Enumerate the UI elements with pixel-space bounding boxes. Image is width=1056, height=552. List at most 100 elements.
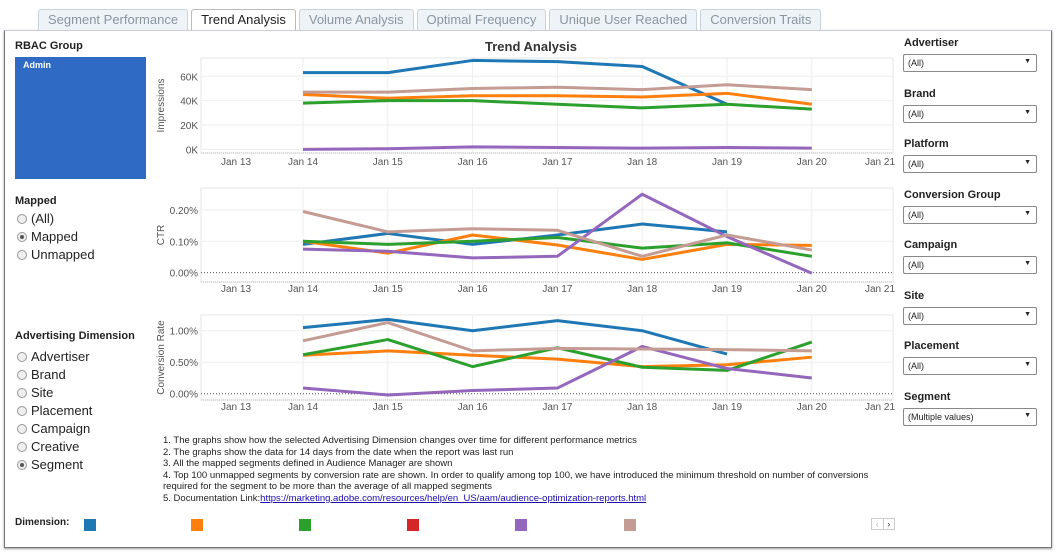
y-tick-label: 0K	[186, 145, 199, 156]
radio-icon[interactable]	[17, 369, 27, 380]
legend-prev-button[interactable]: ‹	[875, 519, 879, 529]
dimension-option[interactable]: Advertiser	[17, 349, 90, 364]
x-tick-label: Jan 18	[627, 402, 657, 413]
legend-pager: ‹ ›	[871, 518, 895, 530]
filter-dropdown[interactable]: (All)	[903, 256, 1037, 274]
x-tick-label: Jan 20	[797, 402, 827, 413]
y-tick-label: 1.00%	[170, 327, 198, 338]
series-line	[302, 349, 812, 369]
series-line	[302, 192, 813, 275]
filter-dropdown[interactable]: (All)	[903, 155, 1037, 173]
series-line	[302, 236, 813, 258]
mapped-option[interactable]: Unmapped	[17, 247, 95, 262]
documentation-link[interactable]: https://marketing.adobe.com/resources/he…	[260, 492, 647, 504]
x-tick-label: Jan 16	[458, 157, 488, 168]
note-3: 3. All the mapped segments defined in Au…	[163, 458, 453, 469]
y-tick-label: 0.50%	[170, 358, 198, 369]
x-tick-label: Jan 19	[712, 157, 742, 168]
filter-dropdown[interactable]: (Multiple values)	[903, 407, 1037, 426]
x-tick-label: Jan 13	[221, 284, 251, 295]
legend-swatch[interactable]	[299, 519, 311, 531]
radio-label: Segment	[31, 457, 84, 472]
y-tick-label: 20K	[180, 121, 198, 132]
tab-optimal-frequency[interactable]: Optimal Frequency	[416, 9, 547, 30]
y-tick-label: 0.20%	[170, 206, 198, 217]
radio-icon[interactable]	[17, 213, 27, 224]
radio-label: Site	[31, 385, 54, 400]
x-tick-label: Jan 16	[458, 284, 488, 295]
advertising-dimension-label: Advertising Dimension	[15, 330, 135, 342]
filter-label: Segment	[904, 390, 951, 403]
dimension-option[interactable]: Site	[17, 385, 53, 400]
radio-icon[interactable]	[17, 459, 27, 470]
tab-conversion-traits[interactable]: Conversion Traits	[700, 9, 822, 30]
dimension-option[interactable]: Brand	[17, 367, 66, 382]
radio-icon[interactable]	[17, 405, 27, 416]
radio-label: (All)	[31, 211, 55, 226]
filter-dropdown[interactable]: (All)	[903, 357, 1037, 375]
legend-swatch[interactable]	[624, 519, 636, 531]
filter-label: Placement	[904, 340, 960, 352]
radio-icon[interactable]	[17, 423, 27, 434]
x-tick-label: Jan 19	[712, 402, 742, 413]
x-tick-label: Jan 13	[221, 157, 251, 168]
series-line	[303, 83, 812, 94]
filter-dropdown[interactable]: (All)	[903, 205, 1037, 224]
filter-dropdown[interactable]: (All)	[903, 54, 1037, 72]
dimension-option[interactable]: Campaign	[17, 421, 90, 436]
radio-label: Brand	[31, 367, 66, 382]
x-tick-label: Jan 17	[542, 402, 572, 413]
dimension-option[interactable]: Creative	[17, 439, 79, 454]
legend-next-button[interactable]: ›	[882, 519, 895, 529]
legend-swatch[interactable]	[407, 519, 419, 531]
tab-segment-performance[interactable]: Segment Performance	[38, 9, 189, 30]
tab-bar: Segment Performance Trend Analysis Volum…	[38, 9, 822, 30]
y-tick-label: 40K	[180, 97, 198, 108]
series-line	[302, 321, 812, 353]
y-tick-label: 60K	[180, 72, 198, 83]
dashboard-frame	[4, 30, 1052, 548]
x-tick-label: Jan 15	[373, 284, 403, 295]
filter-dropdown[interactable]: (All)	[903, 104, 1037, 123]
radio-icon[interactable]	[17, 231, 27, 242]
x-tick-label: Jan 16	[458, 402, 488, 413]
radio-icon[interactable]	[17, 351, 27, 362]
legend-swatch[interactable]	[84, 519, 96, 531]
note-4: 4. Top 100 unmapped segments by conversi…	[163, 469, 869, 481]
radio-icon[interactable]	[17, 441, 27, 452]
legend-swatch[interactable]	[515, 519, 527, 531]
radio-label: Creative	[31, 439, 80, 454]
dimension-option[interactable]: Segment	[17, 457, 83, 472]
radio-icon[interactable]	[17, 387, 27, 398]
y-tick-label: 0.10%	[170, 237, 198, 248]
rbac-group-value[interactable]: Admin	[15, 57, 146, 179]
tab-trend-analysis[interactable]: Trend Analysis	[191, 9, 296, 30]
x-tick-label: Jan 19	[712, 284, 742, 295]
series-line	[302, 344, 812, 397]
mapped-option[interactable]: (All)	[17, 211, 54, 226]
radio-icon[interactable]	[17, 249, 27, 260]
filter-label: Conversion Group	[904, 188, 1001, 201]
x-tick-label: Jan 17	[542, 284, 572, 295]
dimension-option[interactable]: Placement	[17, 403, 92, 418]
series-line	[302, 99, 812, 111]
x-tick-label: Jan 18	[627, 284, 657, 295]
tab-unique-user-reached[interactable]: Unique User Reached	[549, 9, 698, 30]
radio-label: Unmapped	[31, 247, 95, 262]
legend-swatch[interactable]	[191, 519, 203, 531]
filter-label: Campaign	[904, 239, 958, 251]
filter-label: Site	[904, 289, 925, 302]
filter-dropdown[interactable]: (All)	[903, 306, 1037, 325]
mapped-option[interactable]: Mapped	[17, 229, 78, 244]
x-tick-label: Jan 18	[627, 157, 657, 168]
mapped-label: Mapped	[15, 195, 57, 207]
series-line	[302, 145, 812, 151]
y-axis-label: Impressions	[156, 79, 167, 133]
x-tick-label: Jan 14	[288, 284, 318, 295]
note-5: 5. Documentation Link:https://marketing.…	[163, 493, 868, 505]
tab-volume-analysis[interactable]: Volume Analysis	[298, 9, 414, 30]
x-tick-label: Jan 13	[221, 402, 251, 413]
x-tick-label: Jan 17	[542, 157, 572, 168]
x-tick-label: Jan 21	[865, 284, 895, 295]
